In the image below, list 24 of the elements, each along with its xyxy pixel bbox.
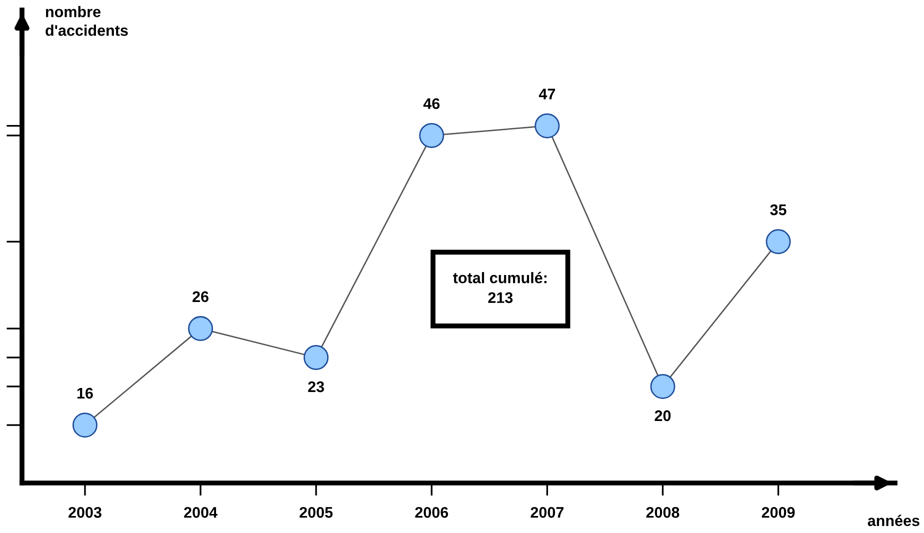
y-axis-title: nombre d'accidents [46, 6, 128, 36]
x-tick-label: 2003 [68, 507, 102, 518]
data-label: 16 [77, 388, 93, 399]
point [188, 316, 214, 342]
data-label: 26 [192, 291, 208, 302]
data-label: 35 [770, 204, 786, 216]
x-tick-label: 2007 [530, 507, 564, 518]
point [304, 345, 329, 370]
x-axis-title: années [868, 514, 920, 526]
point [419, 122, 444, 148]
x-tick-label: 2008 [646, 507, 680, 518]
x-tick-label: 2005 [300, 507, 333, 518]
data-label: 20 [654, 410, 671, 422]
data-label: 46 [423, 98, 440, 110]
annotation: total cumulé: 213 [453, 272, 546, 304]
data-label: 23 [308, 381, 324, 392]
point [534, 113, 560, 138]
x-tick-label: 2009 [762, 507, 795, 518]
x-tick-label: 2006 [415, 507, 448, 518]
x-tick-label: 2004 [184, 507, 218, 518]
point [766, 229, 791, 254]
point [650, 374, 676, 399]
data-label: 47 [538, 88, 556, 100]
point [72, 412, 98, 438]
